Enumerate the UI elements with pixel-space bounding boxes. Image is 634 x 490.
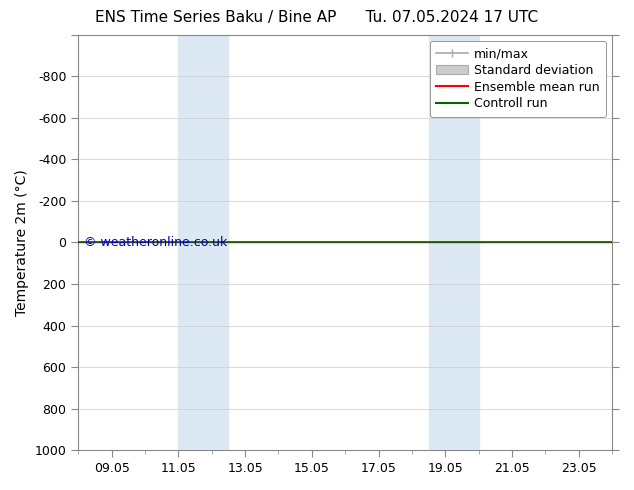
Text: ENS Time Series Baku / Bine AP      Tu. 07.05.2024 17 UTC: ENS Time Series Baku / Bine AP Tu. 07.05…: [96, 10, 538, 25]
Bar: [178, 35, 228, 450]
Legend: min/max, Standard deviation, Ensemble mean run, Controll run: min/max, Standard deviation, Ensemble me…: [430, 41, 606, 117]
Text: © weatheronline.co.uk: © weatheronline.co.uk: [84, 236, 227, 249]
Bar: [429, 35, 479, 450]
Y-axis label: Temperature 2m (°C): Temperature 2m (°C): [15, 169, 29, 316]
